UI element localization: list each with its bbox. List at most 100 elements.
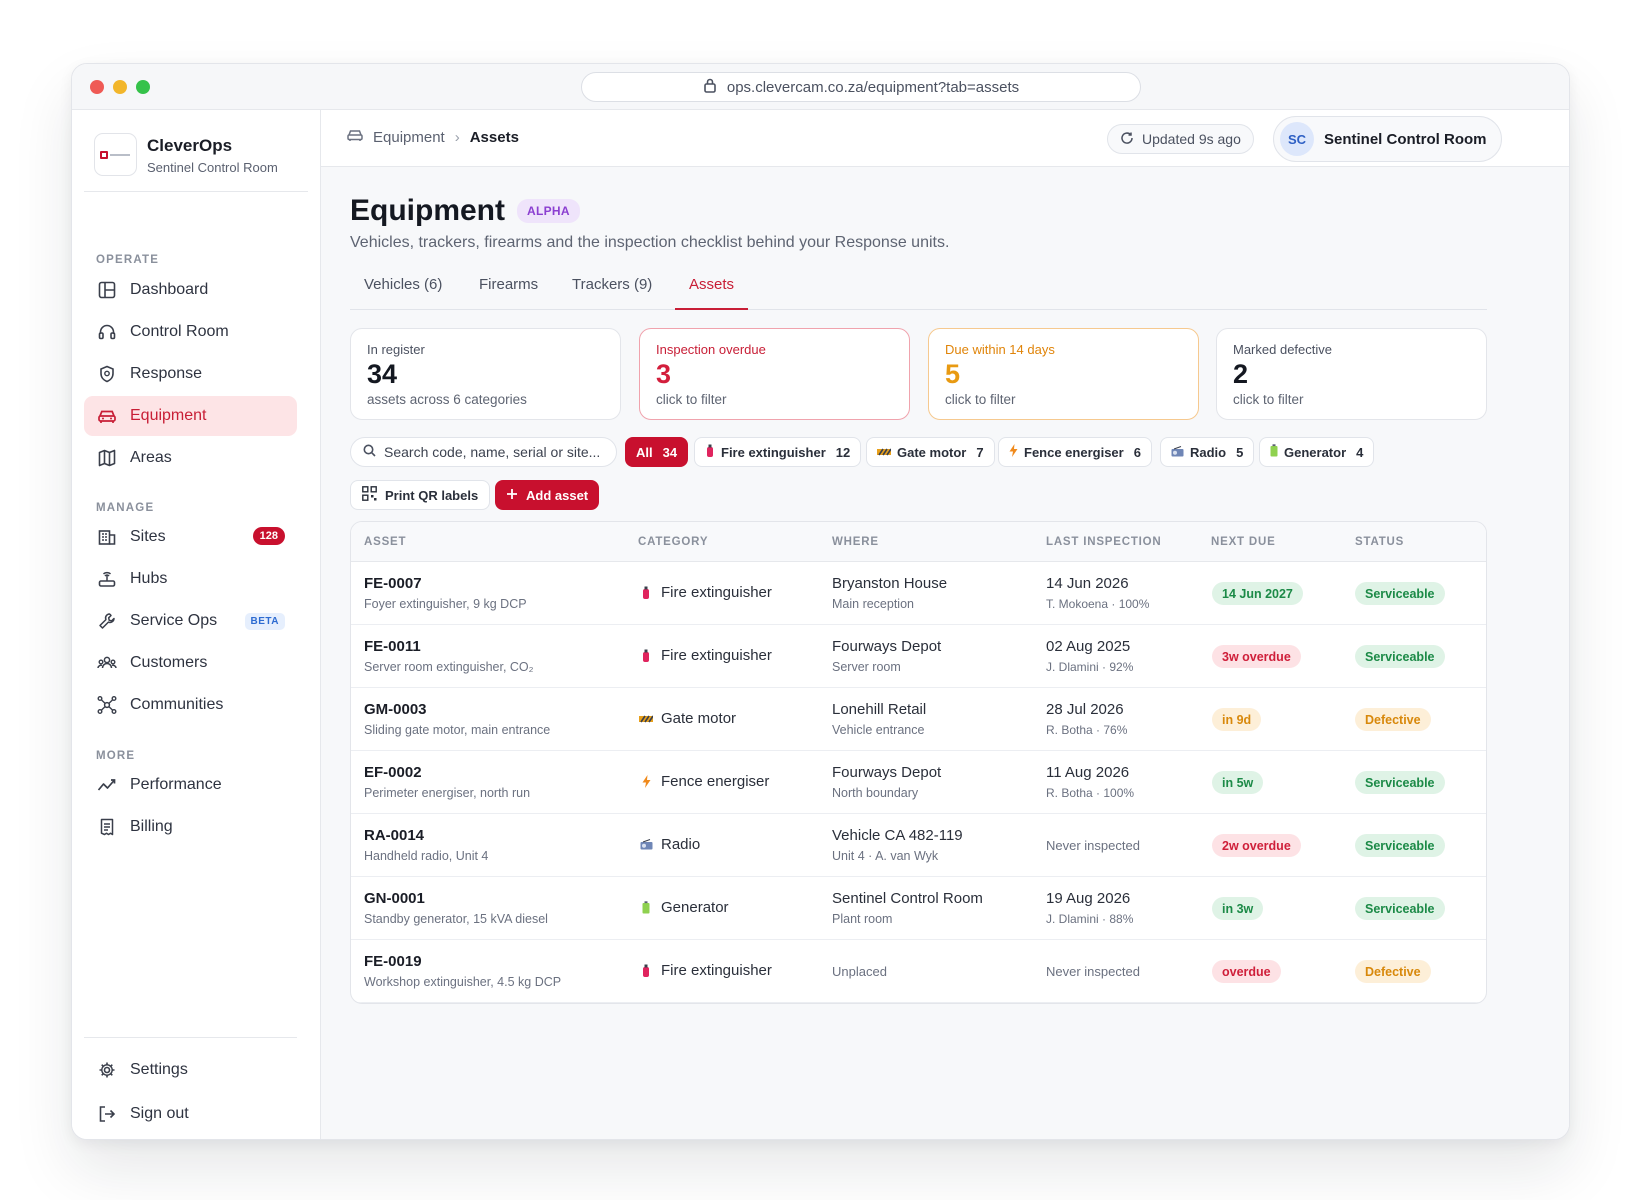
sidebar-item-sign-out[interactable]: Sign out — [84, 1094, 297, 1134]
sidebar-item-hubs[interactable]: Hubs — [84, 559, 297, 599]
filter-all[interactable]: All 34 — [625, 437, 689, 467]
status-badge: Serviceable — [1355, 834, 1445, 857]
column-last-inspection[interactable]: LAST INSPECTION — [1046, 536, 1162, 548]
asset-category: Fire extinguisher — [639, 584, 772, 601]
filter-label: Radio — [1190, 444, 1227, 460]
sidebar-item-dashboard[interactable]: Dashboard — [84, 270, 297, 310]
receipt-icon — [96, 816, 118, 838]
asset-category: Radio — [639, 836, 700, 853]
stat-label: Inspection overdue — [656, 342, 766, 357]
asset-category: Fire extinguisher — [639, 962, 772, 979]
refresh-icon — [1120, 131, 1134, 148]
table-row[interactable]: RA-0014 Handheld radio, Unit 4 Radio Vehicl… — [351, 814, 1486, 877]
search-placeholder: Search code, name, serial or site... — [384, 444, 601, 460]
column-category[interactable]: CATEGORY — [638, 536, 709, 548]
status-badge: Defective — [1355, 960, 1431, 983]
sidebar-item-response[interactable]: Response — [84, 354, 297, 394]
tab-vehicles[interactable]: Vehicles (6) — [364, 276, 443, 293]
filter-count: 6 — [1133, 444, 1141, 460]
minimize-window-button[interactable] — [113, 80, 127, 94]
url-text: ops.clevercam.co.za/equipment?tab=assets — [726, 78, 1020, 96]
sidebar-item-areas[interactable]: Areas — [84, 438, 297, 478]
sidebar-item-label: Sites — [130, 528, 166, 545]
table-row[interactable]: FE-0011 Server room extinguisher, CO₂ Fire… — [351, 625, 1486, 688]
where-site[interactable]: Sentinel Control Room — [832, 890, 983, 907]
dashboard-icon — [96, 279, 118, 301]
breadcrumb-equipment[interactable]: Equipment — [373, 128, 445, 146]
where-site[interactable]: Bryanston House — [832, 575, 948, 592]
user-menu[interactable]: SC Sentinel Control Room — [1273, 116, 1502, 162]
last-inspection-date: Never inspected — [1046, 838, 1140, 853]
filter-fire-extinguisher[interactable]: Fire extinguisher 12 — [694, 437, 862, 467]
sidebar-item-control-room[interactable]: Control Room — [84, 312, 297, 352]
category-label: Fire extinguisher — [661, 962, 772, 979]
user-name: Sentinel Control Room — [1324, 130, 1487, 148]
maximize-window-button[interactable] — [136, 80, 150, 94]
last-inspection-detail: R. Botha · 76% — [1046, 723, 1128, 737]
column-asset[interactable]: ASSET — [364, 536, 407, 548]
stat-due-soon[interactable]: Due within 14 days 5 click to filter — [928, 328, 1199, 420]
tab-firearms[interactable]: Firearms — [479, 276, 539, 293]
column-where[interactable]: WHERE — [832, 536, 879, 548]
sidebar-item-service-ops[interactable]: Service Ops BETA — [84, 601, 297, 641]
wrench-icon — [96, 610, 118, 632]
stat-hint: click to filter — [1233, 392, 1304, 407]
sidebar-item-equipment[interactable]: Equipment — [84, 396, 297, 436]
where-site[interactable]: Fourways Depot — [832, 764, 942, 781]
stat-inspection-overdue[interactable]: Inspection overdue 3 click to filter — [639, 328, 910, 420]
sidebar-item-communities[interactable]: Communities — [84, 685, 297, 725]
last-inspection-date: 11 Aug 2026 — [1046, 764, 1130, 781]
building-icon — [96, 526, 118, 548]
close-window-button[interactable] — [90, 80, 104, 94]
sidebar-item-settings[interactable]: Settings — [84, 1050, 297, 1090]
print-label: Print QR labels — [385, 487, 479, 503]
browser-window: ops.clevercam.co.za/equipment?tab=assets… — [71, 63, 1570, 1140]
asset-category: Fence energiser — [639, 773, 769, 790]
table-row[interactable]: FE-0007 Foyer extinguisher, 9 kg DCP Fire … — [351, 562, 1486, 625]
asset-code[interactable]: EF-0002 — [364, 764, 422, 781]
where-site[interactable]: Vehicle CA 482-119 — [832, 827, 963, 844]
column-next-due[interactable]: NEXT DUE — [1211, 536, 1276, 548]
column-status[interactable]: STATUS — [1355, 536, 1405, 548]
stat-defective[interactable]: Marked defective 2 click to filter — [1216, 328, 1487, 420]
table-row[interactable]: GN-0001 Standby generator, 15 kVA diesel G… — [351, 877, 1486, 940]
stat-in-register: In register 34 assets across 6 categorie… — [350, 328, 621, 420]
asset-description: Handheld radio, Unit 4 — [364, 849, 489, 863]
router-icon — [96, 568, 118, 590]
brand-logo — [94, 133, 137, 176]
status-badge: Serviceable — [1355, 582, 1445, 605]
sidebar-item-customers[interactable]: Customers — [84, 643, 297, 683]
table-row[interactable]: FE-0019 Workshop extinguisher, 4.5 kg DCP… — [351, 940, 1486, 1003]
sidebar-item-label: Areas — [130, 449, 172, 466]
tab-trackers[interactable]: Trackers (9) — [572, 276, 653, 293]
filter-gate-motor[interactable]: Gate motor 7 — [866, 437, 995, 467]
where-site[interactable]: Lonehill Retail — [832, 701, 927, 718]
asset-code[interactable]: FE-0019 — [364, 953, 422, 970]
asset-category: Gate motor — [639, 710, 736, 727]
sidebar-item-sites[interactable]: Sites 128 — [84, 517, 297, 557]
add-asset-button[interactable]: Add asset — [495, 480, 600, 510]
asset-code[interactable]: GM-0003 — [364, 701, 427, 718]
filter-radio[interactable]: Radio 5 — [1160, 437, 1255, 467]
asset-code[interactable]: RA-0014 — [364, 827, 425, 844]
print-qr-labels-button[interactable]: Print QR labels — [350, 480, 491, 510]
address-bar[interactable]: ops.clevercam.co.za/equipment?tab=assets — [581, 72, 1141, 102]
chevron-right-icon: › — [454, 128, 460, 146]
table-row[interactable]: GM-0003 Sliding gate motor, main entrance… — [351, 688, 1486, 751]
filter-fence-energiser[interactable]: Fence energiser 6 — [998, 437, 1152, 467]
sidebar-item-performance[interactable]: Performance — [84, 765, 297, 805]
search-input[interactable]: Search code, name, serial or site... — [350, 437, 617, 467]
asset-code[interactable]: FE-0011 — [364, 638, 421, 655]
table-row[interactable]: EF-0002 Perimeter energiser, north run Fen… — [351, 751, 1486, 814]
asset-code[interactable]: FE-0007 — [364, 575, 422, 592]
where-site[interactable]: Fourways Depot — [832, 638, 942, 655]
refresh-status[interactable]: Updated 9s ago — [1107, 124, 1254, 154]
filter-generator[interactable]: Generator 4 — [1259, 437, 1375, 467]
sidebar-item-billing[interactable]: Billing — [84, 807, 297, 847]
tab-assets[interactable]: Assets — [675, 276, 749, 310]
next-due-badge: 2w overdue — [1212, 834, 1301, 857]
filter-count: 7 — [976, 444, 984, 460]
section-more: MORE — [96, 750, 136, 762]
stat-hint: click to filter — [945, 392, 1016, 407]
asset-code[interactable]: GN-0001 — [364, 890, 425, 907]
